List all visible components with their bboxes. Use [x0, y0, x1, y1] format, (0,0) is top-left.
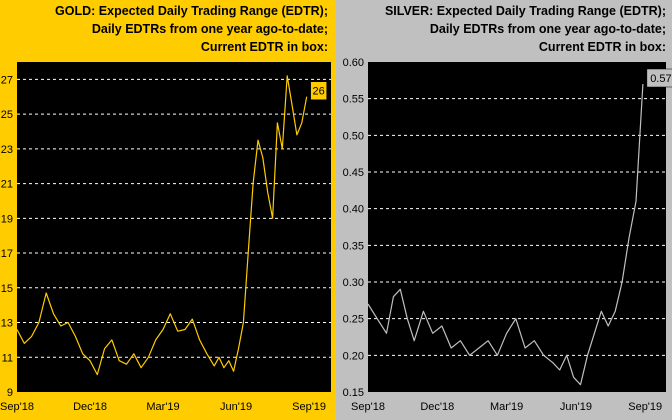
- silver-chart: SILVER: Expected Daily Trading Range (ED…: [336, 0, 672, 420]
- silver-x-tick-label: Sep'19: [628, 401, 662, 413]
- gold-x-tick-label: Dec'18: [73, 401, 107, 413]
- gold-y-tick-label: 13: [1, 318, 13, 330]
- gold-x-tick-label: Mar'19: [146, 401, 179, 413]
- silver-x-tick-label: Mar'19: [490, 401, 523, 413]
- gold-y-tick-label: 9: [7, 387, 13, 399]
- gold-chart-panel: GOLD: Expected Daily Trading Range (EDTR…: [0, 0, 336, 420]
- gold-title-line-2: Daily EDTRs from one year ago-to-date;: [92, 22, 328, 36]
- gold-y-tick-label: 21: [1, 179, 13, 191]
- silver-y-tick-label: 0.15: [343, 387, 364, 399]
- gold-title-line-3: Current EDTR in box:: [201, 40, 328, 54]
- silver-y-tick-label: 0.30: [343, 277, 364, 289]
- silver-y-tick-label: 0.40: [343, 204, 364, 216]
- gold-title-line-1: GOLD: Expected Daily Trading Range (EDTR…: [55, 4, 328, 18]
- silver-x-tick-label: Sep'18: [351, 401, 385, 413]
- silver-y-tick-label: 0.20: [343, 350, 364, 362]
- silver-y-tick-label: 0.35: [343, 240, 364, 252]
- gold-y-tick-label: 11: [2, 352, 13, 364]
- silver-chart-panel: SILVER: Expected Daily Trading Range (ED…: [336, 0, 672, 420]
- gold-current-box: [310, 81, 327, 100]
- gold-series-line: [16, 75, 308, 376]
- gold-x-tick-label: Sep'18: [0, 401, 34, 413]
- silver-y-tick-label: 0.45: [343, 167, 364, 179]
- silver-y-tick-label: 0.25: [343, 314, 364, 326]
- gold-y-tick-label: 23: [1, 144, 13, 156]
- silver-title-line-1: SILVER: Expected Daily Trading Range (ED…: [385, 4, 666, 18]
- silver-y-tick-label: 0.50: [343, 130, 364, 142]
- silver-x-tick-label: Dec'18: [420, 401, 454, 413]
- gold-x-tick-label: Jun'19: [220, 401, 252, 413]
- gold-y-tick-label: 15: [1, 283, 13, 295]
- silver-y-tick-label: 0.55: [343, 94, 364, 106]
- silver-series-line: [367, 83, 644, 386]
- gold-chart: GOLD: Expected Daily Trading Range (EDTR…: [0, 0, 336, 420]
- gold-current-value: 26: [313, 86, 325, 98]
- gold-x-tick-label: Sep'19: [292, 401, 326, 413]
- gold-y-tick-label: 19: [1, 213, 13, 225]
- silver-current-value: 0.57: [650, 73, 671, 85]
- silver-x-tick-label: Jun'19: [560, 401, 592, 413]
- gold-y-tick-label: 27: [1, 74, 13, 86]
- gold-plot-area: [17, 62, 331, 392]
- gold-y-tick-label: 17: [1, 248, 13, 260]
- silver-plot-area: [368, 62, 666, 392]
- gold-y-tick-label: 25: [1, 109, 13, 121]
- silver-y-tick-label: 0.60: [343, 57, 364, 69]
- silver-title-line-2: Daily EDTRs from one year ago-to-date;: [430, 22, 666, 36]
- silver-title-line-3: Current EDTR in box:: [539, 40, 666, 54]
- silver-current-box: [646, 68, 672, 88]
